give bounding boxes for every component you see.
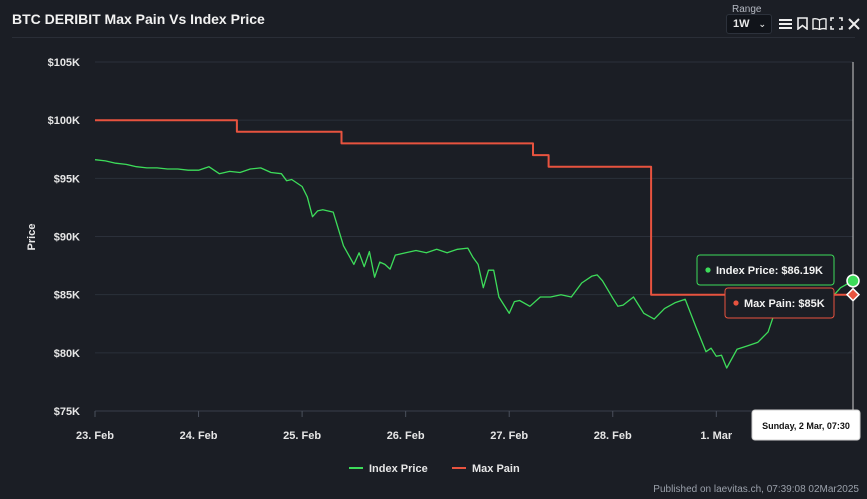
chart-overlay: Index Price: $86.19K Max Pain: $85K Sunday… <box>696 62 861 441</box>
published-footer: Published on laevitas.ch, 07:39:08 02Mar… <box>653 484 859 495</box>
y-axis-title: Price <box>26 224 38 251</box>
tooltip-dot <box>733 300 739 306</box>
max-pain-marker <box>845 287 861 302</box>
chart-grid <box>95 61 853 412</box>
menu-icon[interactable] <box>778 4 793 30</box>
x-tick-label: 23. Feb <box>76 430 114 442</box>
range-value: 1W <box>733 18 750 30</box>
close-icon[interactable] <box>846 4 861 30</box>
x-tick-label: 28. Feb <box>594 430 632 442</box>
bookmark-icon[interactable] <box>795 4 810 30</box>
chart-legend: Index Price Max Pain <box>349 463 520 475</box>
crosshair-date-text: Sunday, 2 Mar, 07:30 <box>762 421 850 431</box>
tooltip-box <box>724 287 835 319</box>
index-price-line <box>94 159 854 369</box>
range-control[interactable]: Range 1W ⌄ <box>726 4 772 34</box>
chart-toolbar: Range 1W ⌄ <box>726 4 861 34</box>
x-tick-label: 1. Mar <box>700 430 733 442</box>
tooltip-index-price: Index Price: $86.19K <box>696 254 835 286</box>
chart-series <box>94 119 854 369</box>
crosshair-date-label: Sunday, 2 Mar, 07:30 <box>751 409 861 441</box>
chart-title: BTC DERIBIT Max Pain Vs Index Price <box>12 11 265 27</box>
tooltip-text: Index Price: $86.19K <box>716 265 823 277</box>
tooltip-max-pain: Max Pain: $85K <box>724 287 835 319</box>
y-tick-label: $95K <box>54 173 80 185</box>
chart-axes: $75K $80K $85K $90K $95K $100K $105K 23. Feb 24.… <box>26 57 853 442</box>
index-price-marker <box>846 274 860 288</box>
fullscreen-icon[interactable] <box>829 4 844 30</box>
y-tick-label: $75K <box>54 406 80 418</box>
legend-label: Index Price <box>369 463 428 475</box>
x-tick-label: 27. Feb <box>490 430 528 442</box>
crosshair-date-box <box>751 409 861 441</box>
max-pain-line <box>95 119 853 296</box>
legend-label: Max Pain <box>472 463 520 475</box>
x-tick-label: 24. Feb <box>180 430 218 442</box>
legend-item-max-pain[interactable]: Max Pain <box>452 463 520 475</box>
y-tick-label: $80K <box>54 348 80 360</box>
x-tick-label: 25. Feb <box>283 430 321 442</box>
x-tick-label: 26. Feb <box>387 430 425 442</box>
range-label: Range <box>732 4 762 15</box>
range-select[interactable]: 1W ⌄ <box>726 14 772 34</box>
tooltip-box <box>696 254 835 286</box>
tooltip-dot <box>705 267 711 273</box>
y-tick-label: $100K <box>48 115 80 127</box>
legend-item-index-price[interactable]: Index Price <box>349 463 428 475</box>
book-icon[interactable] <box>812 4 827 30</box>
tooltip-text: Max Pain: $85K <box>744 298 825 310</box>
y-tick-label: $85K <box>54 290 80 302</box>
y-tick-label: $90K <box>54 232 80 244</box>
chevron-down-icon: ⌄ <box>758 18 766 29</box>
title-divider <box>12 37 855 38</box>
y-tick-label: $105K <box>48 57 80 69</box>
